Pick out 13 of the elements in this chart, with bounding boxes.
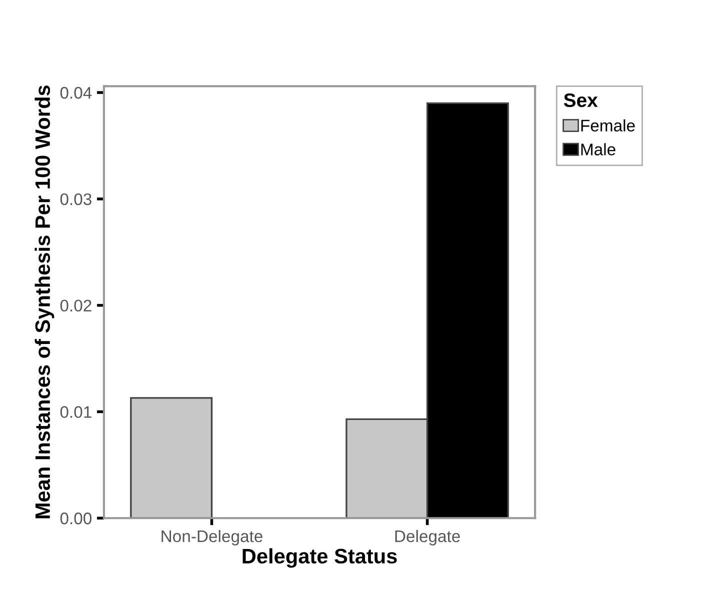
legend-label: Female	[581, 119, 635, 132]
y-axis-title: Mean Instances of Synthesis Per 100 Words	[34, 85, 54, 518]
y-tick-label: 0.02	[60, 300, 92, 312]
x-axis-title: Delegate Status	[242, 548, 397, 568]
legend-label: Male	[581, 143, 616, 156]
bar	[130, 397, 213, 518]
legend-title: Sex	[564, 93, 598, 108]
y-tick-label: 0.00	[60, 512, 92, 524]
y-tick-label: 0.04	[60, 86, 92, 99]
y-tick-label: 0.03	[60, 193, 92, 206]
y-tick-label: 0.01	[60, 406, 92, 418]
x-tick-label: Delegate	[395, 530, 460, 546]
x-tick-label: Non-Delegate	[162, 530, 262, 546]
